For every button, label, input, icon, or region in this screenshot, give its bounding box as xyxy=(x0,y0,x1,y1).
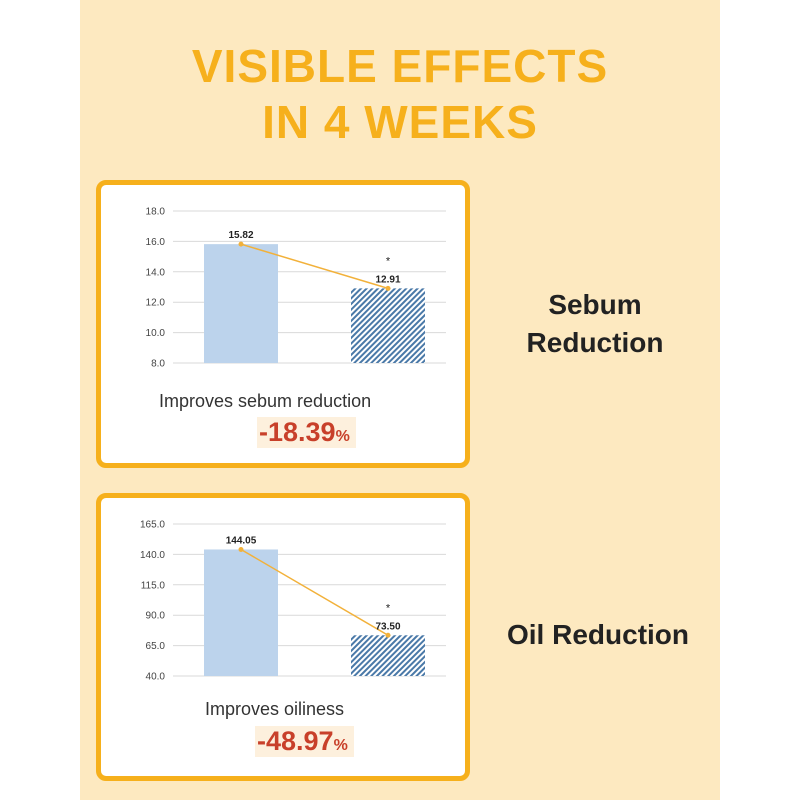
sebum-value-label-1: 15.82 xyxy=(228,230,253,241)
oil-chart: 165.0 140.0 115.0 90.0 65.0 40.0 144.05 73.50 * xyxy=(140,520,446,683)
oil-bar-2 xyxy=(351,635,425,676)
sebum-chart-panel: 18.0 16.0 14.0 12.0 10.0 8.0 15.82 12.91 * Impro… xyxy=(96,180,470,468)
sebum-change-number: -18.39 xyxy=(259,417,336,447)
sebum-trend-point-1 xyxy=(238,241,244,247)
sebum-caption: Improves sebum reduction xyxy=(159,391,372,411)
sebum-chart: 18.0 16.0 14.0 12.0 10.0 8.0 15.82 12.91 * xyxy=(146,207,446,370)
oil-chart-panel: 165.0 140.0 115.0 90.0 65.0 40.0 144.05 73.50 * … xyxy=(96,493,470,781)
sebum-reduction-label: Sebum Reduction xyxy=(500,286,690,362)
oil-ytick-label: 65.0 xyxy=(146,641,166,652)
oil-reduction-label-line-1: Oil Reduction xyxy=(507,619,689,650)
oil-ytick-label: 115.0 xyxy=(141,580,166,591)
oil-reduction-label: Oil Reduction xyxy=(488,616,708,654)
oil-change-value: -48.97% xyxy=(255,726,354,757)
oil-ytick-label: 165.0 xyxy=(140,520,165,531)
headline-line-1: VISIBLE EFFECTS xyxy=(191,40,609,92)
sebum-ytick-label: 16.0 xyxy=(146,237,166,248)
oil-significance-marker-2: * xyxy=(386,602,391,614)
headline-line-2: IN 4 WEEKS xyxy=(262,96,538,148)
oil-ytick-label: 90.0 xyxy=(146,611,166,622)
oil-change-number: -48.97 xyxy=(257,726,334,756)
infographic-canvas: VISIBLE EFFECTS IN 4 WEEKS 18.0 16.0 14.0 1… xyxy=(80,0,720,800)
oil-bar-1 xyxy=(204,549,278,676)
oil-change-unit: % xyxy=(333,737,348,754)
oil-ytick-label: 40.0 xyxy=(146,672,166,683)
sebum-reduction-label-line-1: Sebum xyxy=(548,289,642,320)
oil-caption: Improves oiliness xyxy=(205,699,345,719)
sebum-significance-marker-2: * xyxy=(386,255,391,267)
sebum-bar-1 xyxy=(204,244,278,363)
oil-value-label-2: 73.50 xyxy=(375,621,400,632)
sebum-ytick-label: 12.0 xyxy=(146,298,166,309)
oil-trend-line xyxy=(240,548,389,636)
sebum-ytick-label: 10.0 xyxy=(146,328,166,339)
oil-trend-point-2 xyxy=(385,632,391,638)
sebum-ytick-label: 8.0 xyxy=(151,359,165,370)
sebum-change-unit: % xyxy=(335,428,350,445)
sebum-ytick-label: 14.0 xyxy=(146,267,166,278)
sebum-ytick-label: 18.0 xyxy=(146,207,166,218)
headline: VISIBLE EFFECTS IN 4 WEEKS xyxy=(80,38,720,150)
oil-trend-point-1 xyxy=(238,546,244,552)
sebum-bar-2 xyxy=(351,288,425,363)
oil-value-label-1: 144.05 xyxy=(226,535,257,546)
sebum-trend-point-2 xyxy=(385,285,391,291)
sebum-trend-line xyxy=(240,243,389,290)
sebum-change-value: -18.39% xyxy=(257,417,356,448)
sebum-value-label-2: 12.91 xyxy=(375,274,400,285)
sebum-reduction-label-line-2: Reduction xyxy=(526,327,664,358)
oil-ytick-label: 140.0 xyxy=(140,550,165,561)
